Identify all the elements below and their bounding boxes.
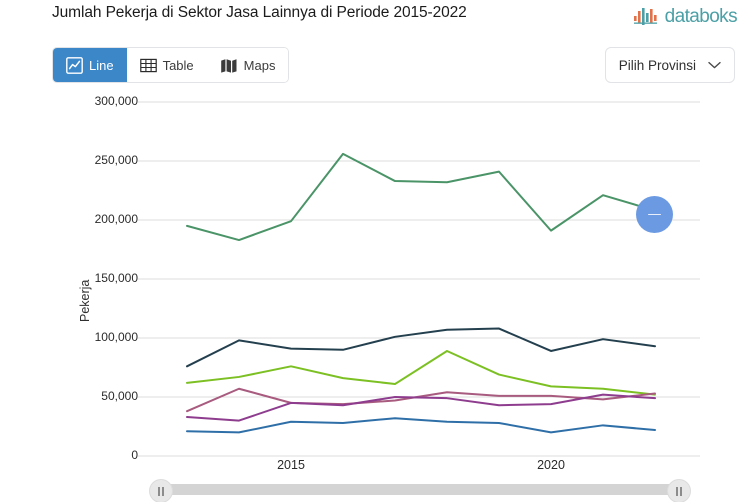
slider-handle-left[interactable] — [150, 480, 172, 502]
tab-maps[interactable]: Maps — [206, 48, 289, 82]
line-series-series-1 — [186, 152, 656, 242]
page-title: Jumlah Pekerja di Sektor Jasa Lainnya di… — [52, 4, 467, 21]
x-range-slider[interactable] — [150, 480, 690, 502]
view-mode-tabs: Line Table Map — [52, 47, 290, 83]
chart-toolbar: Line Table Map — [0, 44, 753, 86]
grip-lines-icon — [162, 486, 164, 496]
table-grid-icon — [139, 57, 157, 74]
y-tick-label: 100,000 — [94, 330, 138, 344]
y-tick-label: 250,000 — [94, 153, 138, 167]
y-tick-label: 0 — [131, 448, 138, 462]
y-tick-label: 300,000 — [94, 94, 138, 108]
chart-area: Pekerja 0 50,000 100,000 150,000 200,000 250,… — [0, 86, 753, 472]
line-series-series-4 — [186, 387, 656, 413]
grip-lines-icon — [680, 486, 682, 496]
province-select[interactable]: Pilih Provinsi — [604, 47, 735, 83]
brand-logo: databoks — [633, 6, 738, 28]
tab-maps-label: Maps — [243, 57, 276, 73]
y-tick-label: 200,000 — [94, 212, 138, 226]
province-select-label: Pilih Provinsi — [618, 57, 696, 73]
bar-chart-logo-icon — [633, 8, 657, 25]
grip-lines-icon — [676, 486, 678, 496]
tab-line-label: Line — [89, 57, 114, 73]
chevron-down-icon — [708, 61, 721, 69]
line-chart-plot — [138, 101, 700, 457]
tab-table-label: Table — [162, 57, 194, 73]
minus-icon — [648, 213, 661, 216]
line-series-series-6 — [186, 417, 656, 434]
slider-handle-right[interactable] — [668, 480, 690, 502]
page-header: Jumlah Pekerja di Sektor Jasa Lainnya di… — [0, 0, 753, 40]
line-series-series-5 — [186, 393, 656, 422]
map-folds-icon — [220, 57, 238, 74]
zoom-out-button[interactable] — [636, 196, 673, 233]
line-chart-icon — [66, 56, 83, 74]
line-series-series-2 — [186, 327, 656, 368]
tab-line[interactable]: Line — [53, 48, 127, 82]
x-tick-label: 2015 — [277, 458, 305, 472]
y-tick-label: 50,000 — [101, 389, 138, 403]
brand-name: databoks — [664, 6, 738, 27]
slider-track[interactable] — [162, 484, 678, 495]
y-tick-label: 150,000 — [94, 271, 138, 285]
x-tick-label: 2020 — [537, 458, 565, 472]
line-series-series-3 — [186, 349, 656, 396]
tab-table[interactable]: Table — [126, 48, 207, 82]
grip-lines-icon — [158, 486, 160, 496]
